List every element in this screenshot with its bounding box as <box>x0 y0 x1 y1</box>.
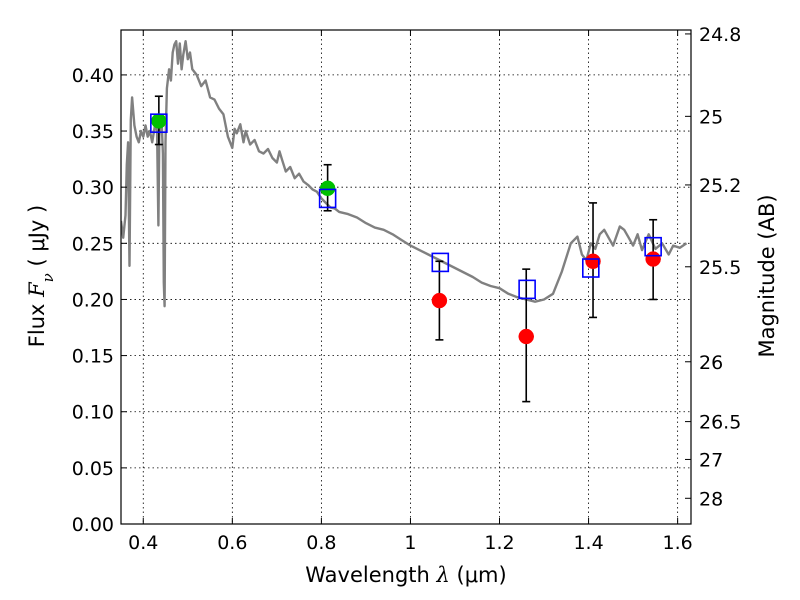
y-tick-label: 0.15 <box>72 346 114 368</box>
x-tick-label: 1 <box>404 532 416 554</box>
axis-ticks: 0.4 0.6 0.8 1 1.2 1.4 1.6 0.00 0.05 0.10 0.15 0.20 0… <box>72 24 742 554</box>
y-axis-label: Flux Fν ( μJy ) <box>25 205 57 347</box>
x-axis-label: Wavelength λ (μm) <box>305 563 506 587</box>
right-tick-label: 24.8 <box>699 24 741 46</box>
synthetic-point <box>582 258 600 278</box>
right-tick-label: 27 <box>699 449 723 471</box>
right-tick-label: 28 <box>699 488 723 510</box>
model-spectrum-line <box>121 40 688 308</box>
observed-point <box>585 253 601 270</box>
y-tick-label: 0.05 <box>72 458 114 480</box>
synthetic-points-layer <box>150 113 662 300</box>
x-tick-label: 0.8 <box>306 532 336 554</box>
synthetic-point <box>150 113 168 133</box>
right-axis-label: Magnitude (AB) <box>755 194 779 357</box>
right-tick-label: 25.5 <box>699 257 741 279</box>
y-tick-label: 0.25 <box>72 233 114 255</box>
y-tick-label: 0.00 <box>72 514 114 536</box>
model-spectrum-layer <box>121 40 688 308</box>
observed-point <box>518 328 534 345</box>
x-tick-label: 1.2 <box>484 532 514 554</box>
grid-lines <box>121 30 691 524</box>
y-tick-label: 0.35 <box>72 121 114 143</box>
observed-point <box>319 180 336 197</box>
right-tick-label: 26.5 <box>699 412 741 434</box>
observed-points-layer <box>151 113 661 345</box>
y-tick-label: 0.20 <box>72 289 114 311</box>
x-tick-label: 1.4 <box>573 532 603 554</box>
synthetic-point <box>318 188 337 209</box>
synthetic-point <box>518 279 536 300</box>
x-tick-label: 1.6 <box>663 532 693 554</box>
x-tick-label: 0.6 <box>217 532 247 554</box>
observed-point <box>431 292 448 309</box>
y-tick-label: 0.30 <box>72 177 114 199</box>
y-tick-label: 0.10 <box>72 402 114 424</box>
right-tick-label: 25.2 <box>699 175 741 197</box>
right-tick-label: 25 <box>699 106 723 128</box>
right-tick-label: 26 <box>699 352 723 374</box>
plot-frame <box>120 29 692 525</box>
y-tick-label: 0.40 <box>72 65 114 87</box>
synthetic-point <box>644 236 662 257</box>
x-tick-label: 0.4 <box>128 532 158 554</box>
observed-point <box>151 113 167 129</box>
synthetic-point <box>431 252 450 273</box>
observed-point <box>645 251 661 267</box>
